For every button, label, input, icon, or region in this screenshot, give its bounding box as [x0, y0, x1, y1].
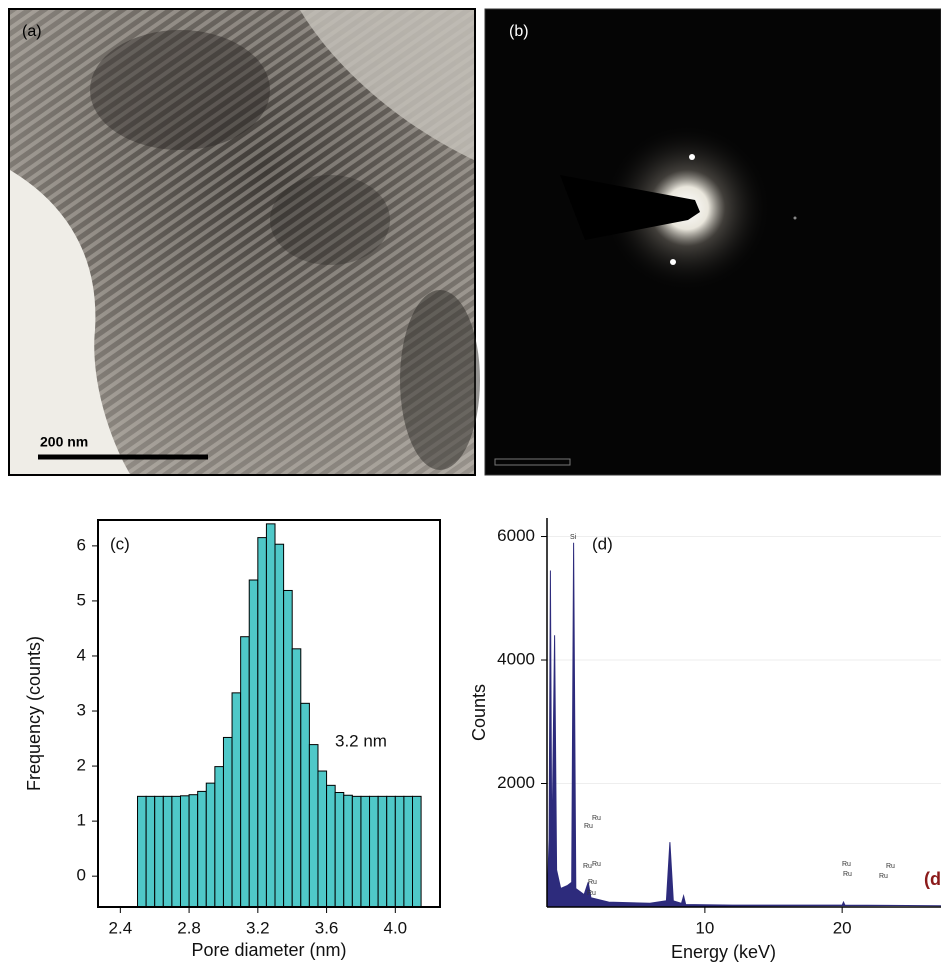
y-axis-label: Counts	[469, 684, 489, 741]
bar	[257, 537, 267, 908]
y-tick-label: 5	[77, 590, 86, 609]
x-axis-label: Energy (keV)	[671, 942, 776, 962]
bar	[137, 795, 147, 908]
x-tick-label: 3.6	[315, 918, 339, 937]
bar	[377, 795, 388, 908]
y-tick-label: 2000	[497, 773, 535, 792]
bar	[412, 795, 422, 908]
peak-label: Ru	[584, 823, 593, 830]
x-tick-label: 10	[695, 918, 714, 937]
bar	[179, 795, 190, 908]
bar	[317, 770, 328, 908]
bar	[351, 795, 362, 908]
x-tick-label: 4.0	[383, 918, 407, 937]
bar	[214, 766, 224, 908]
peak-label: Ru	[879, 873, 888, 880]
bar	[231, 692, 242, 908]
peak-label: Ru	[583, 863, 592, 870]
y-tick-label: 4	[77, 645, 86, 664]
peak-label: Ru	[592, 861, 601, 868]
bar	[326, 784, 336, 908]
y-tick-label: 6000	[497, 526, 535, 545]
panel-a: 200 nm (a)	[8, 8, 480, 476]
bar	[171, 795, 181, 908]
y-tick-label: 1	[77, 811, 86, 830]
peak-label: Ru	[886, 863, 895, 870]
panel-label: (c)	[110, 534, 130, 553]
y-tick-label: 3	[77, 701, 86, 720]
peak-label: Si	[570, 534, 577, 541]
annotation: 3.2 nm	[335, 731, 387, 750]
bar	[291, 648, 302, 908]
scale-bar-label: 200 nm	[40, 434, 88, 450]
peak-label: Ru	[842, 861, 851, 868]
spectrum	[546, 542, 941, 908]
bar	[343, 794, 353, 908]
bar	[205, 782, 216, 908]
y-tick-label: 2	[77, 756, 86, 775]
bar	[265, 523, 276, 908]
plot-frame	[97, 519, 441, 908]
bar	[394, 795, 405, 908]
peak-label: Ru	[587, 890, 596, 897]
x-axis-label: Pore diameter (nm)	[191, 940, 346, 960]
bar	[308, 744, 319, 908]
bar	[334, 791, 345, 908]
panel-label: (a)	[22, 23, 42, 40]
bar	[188, 794, 199, 908]
peak-label: Ru	[592, 815, 601, 822]
peak-label: Ru	[843, 871, 852, 878]
y-axis-label: Frequency (counts)	[24, 636, 44, 791]
bar	[162, 795, 173, 908]
x-tick-label: 2.4	[109, 918, 133, 937]
panel-b: (b)	[484, 8, 941, 476]
bar	[222, 736, 233, 908]
y-tick-label: 6	[77, 535, 86, 554]
bar	[248, 579, 259, 908]
bar	[360, 795, 371, 908]
bar	[403, 795, 414, 908]
y-tick-label: 0	[77, 866, 86, 885]
edge-label: (d	[924, 869, 941, 889]
bar	[283, 589, 293, 908]
x-tick-label: 20	[833, 918, 852, 937]
panel-label: (b)	[509, 23, 529, 40]
x-tick-label: 3.2	[246, 918, 270, 937]
bar	[386, 795, 396, 908]
bar	[300, 702, 310, 908]
bar	[240, 636, 250, 908]
bar	[369, 795, 379, 908]
peak-label: Ru	[588, 879, 597, 886]
bar	[145, 795, 156, 908]
x-tick-label: 2.8	[177, 918, 201, 937]
bar	[197, 790, 207, 908]
bar	[274, 543, 285, 908]
panel-label: (d)	[592, 534, 613, 553]
bar	[154, 795, 164, 908]
y-tick-label: 4000	[497, 650, 535, 669]
